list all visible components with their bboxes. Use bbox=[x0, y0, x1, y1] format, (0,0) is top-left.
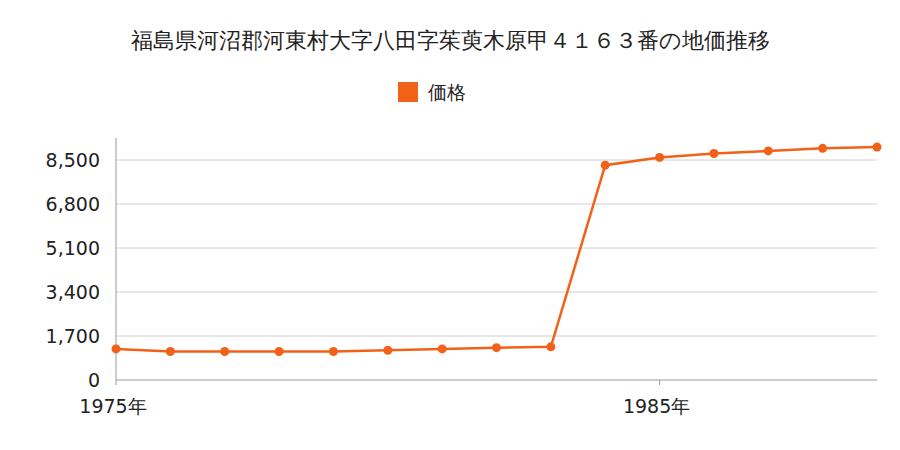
x-tick-label: 1975年 bbox=[79, 395, 146, 417]
x-tick-label: 1985年 bbox=[623, 395, 690, 417]
marker bbox=[220, 347, 229, 356]
y-tick-label: 6,800 bbox=[46, 193, 100, 215]
marker bbox=[112, 344, 121, 353]
y-tick-label: 8,500 bbox=[46, 149, 100, 171]
marker bbox=[275, 347, 284, 356]
y-tick-label: 5,100 bbox=[46, 237, 100, 259]
x-tick bbox=[116, 380, 117, 385]
marker bbox=[166, 347, 175, 356]
marker bbox=[438, 344, 447, 353]
marker bbox=[764, 146, 773, 155]
marker bbox=[655, 153, 664, 162]
y-tick-label: 3,400 bbox=[46, 281, 100, 303]
marker bbox=[601, 161, 610, 170]
plot-area bbox=[112, 143, 882, 356]
marker bbox=[546, 342, 555, 351]
series-line bbox=[116, 147, 877, 351]
grid-line bbox=[116, 380, 877, 381]
grid-line bbox=[116, 336, 877, 337]
grid-line bbox=[116, 292, 877, 293]
grid-line bbox=[116, 204, 877, 205]
grid-line bbox=[116, 248, 877, 249]
x-tick bbox=[659, 380, 660, 385]
marker bbox=[818, 144, 827, 153]
title: 福島県河沼郡河東村大字八田字茱萸木原甲４１６３番の地価推移 bbox=[131, 28, 770, 53]
y-tick-label: 0 bbox=[88, 369, 100, 391]
legend-label: 価格 bbox=[428, 81, 466, 103]
y-axis bbox=[116, 138, 117, 380]
marker bbox=[383, 346, 392, 355]
chart: 福島県河沼郡河東村大字八田字茱萸木原甲４１６３番の地価推移 0 1,700 3,400… bbox=[0, 0, 900, 450]
grid-line bbox=[116, 160, 877, 161]
marker bbox=[709, 149, 718, 158]
legend-swatch bbox=[398, 82, 418, 102]
marker bbox=[873, 143, 882, 152]
marker bbox=[492, 343, 501, 352]
marker bbox=[329, 347, 338, 356]
y-tick-label: 1,700 bbox=[46, 325, 100, 347]
